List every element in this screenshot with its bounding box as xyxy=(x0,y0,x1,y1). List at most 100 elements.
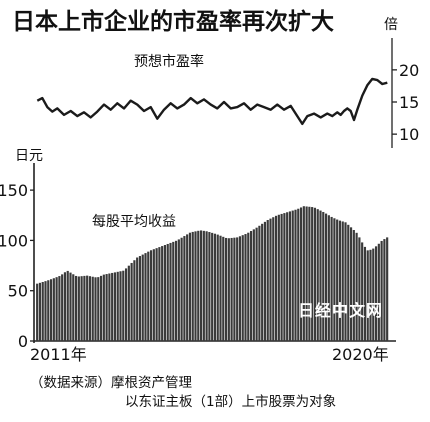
eps-bar xyxy=(238,236,242,341)
eps-bar xyxy=(108,273,111,341)
eps-bar xyxy=(327,215,330,341)
eps-bar xyxy=(97,277,100,341)
eps-bar xyxy=(319,210,322,341)
eps-bar xyxy=(141,254,144,341)
eps-bar xyxy=(219,235,222,341)
source-note-line1: （数据来源）摩根资产管理 xyxy=(30,374,192,391)
eps-bar xyxy=(286,212,289,341)
eps-bar xyxy=(102,274,105,341)
eps-bar xyxy=(261,223,264,341)
eps-bar xyxy=(41,281,44,341)
eps-bar xyxy=(194,231,197,341)
eps-bar xyxy=(188,232,192,341)
eps-bar xyxy=(358,237,361,341)
eps-bar xyxy=(330,216,333,341)
eps-bar-chart: 0 50 100 150 2011年 2020年 xyxy=(0,163,396,364)
eps-bar xyxy=(38,282,42,341)
eps-bar xyxy=(177,239,180,341)
eps-bar xyxy=(94,277,97,341)
eps-bar xyxy=(363,246,367,341)
eps-bar xyxy=(380,240,383,341)
eps-bar xyxy=(269,218,272,341)
watermark-logo: 日经中文网 xyxy=(298,301,383,320)
eps-bar xyxy=(202,230,205,341)
chart-title: 日本上市企业的市盈率再次扩大 xyxy=(12,8,334,35)
eps-tick-label: 0 xyxy=(18,332,28,351)
eps-bar xyxy=(333,218,336,341)
eps-bar xyxy=(361,242,364,341)
pe-tick-label: 10 xyxy=(399,125,419,144)
eps-bar xyxy=(377,243,380,341)
eps-bar xyxy=(347,224,350,341)
eps-bar xyxy=(224,237,228,341)
eps-bar xyxy=(77,276,80,341)
eps-bar xyxy=(136,257,139,341)
pe-tick-label: 20 xyxy=(399,61,419,80)
eps-bar xyxy=(258,225,261,341)
eps-bar xyxy=(252,229,255,341)
eps-bar xyxy=(344,222,347,341)
eps-bar xyxy=(80,276,83,341)
eps-bar xyxy=(111,272,114,341)
eps-bar xyxy=(266,220,269,341)
eps-bar xyxy=(155,248,158,341)
eps-bar xyxy=(374,246,378,341)
eps-bar xyxy=(305,206,308,341)
eps-bar xyxy=(213,233,217,341)
eps-bar xyxy=(180,237,183,341)
pe-tick-label: 15 xyxy=(399,93,419,112)
eps-bar xyxy=(63,272,67,341)
eps-bar xyxy=(280,213,283,341)
eps-bar xyxy=(105,274,108,341)
eps-bar xyxy=(69,272,72,341)
eps-bar xyxy=(222,236,225,341)
eps-bar xyxy=(122,270,125,341)
eps-bar xyxy=(230,237,233,341)
eps-bar xyxy=(61,274,64,341)
eps-bar xyxy=(55,277,58,341)
eps-bar xyxy=(277,214,280,341)
eps-bar xyxy=(36,283,39,341)
eps-bar xyxy=(199,230,203,341)
eps-bar xyxy=(49,279,53,341)
eps-bar xyxy=(349,227,353,341)
eps-x-tick-label: 2020年 xyxy=(332,345,389,364)
eps-bar xyxy=(99,275,103,341)
eps-bar xyxy=(324,213,328,341)
eps-bar xyxy=(372,248,375,341)
eps-bar xyxy=(291,210,294,341)
eps-bar xyxy=(369,249,372,341)
pe-unit-label: 倍 xyxy=(384,17,398,33)
eps-bar xyxy=(236,237,239,341)
eps-bar xyxy=(197,230,200,341)
eps-bar xyxy=(366,250,369,341)
eps-bar xyxy=(338,220,342,341)
eps-bar xyxy=(383,239,386,341)
eps-bar xyxy=(322,211,325,341)
eps-bar xyxy=(352,230,355,341)
eps-bar xyxy=(152,249,155,341)
eps-bar xyxy=(294,209,297,341)
eps-bar xyxy=(247,232,250,341)
eps-bar xyxy=(66,270,69,341)
eps-bar xyxy=(211,232,214,341)
eps-bar xyxy=(127,265,130,341)
eps-tick-label: 100 xyxy=(0,231,28,250)
eps-bar xyxy=(74,275,78,341)
eps-bar xyxy=(183,236,186,341)
eps-bar xyxy=(88,276,92,341)
eps-bar xyxy=(241,235,244,341)
eps-bar xyxy=(208,232,211,341)
eps-bar xyxy=(283,213,286,341)
source-note-line2: 以东证主板（1部）上市股票为对象 xyxy=(125,393,336,410)
eps-bar xyxy=(249,231,253,341)
eps-bar xyxy=(58,276,61,341)
eps-bar xyxy=(133,260,136,341)
eps-bar xyxy=(47,280,50,341)
eps-bar xyxy=(52,278,55,341)
eps-x-tick-label: 2011年 xyxy=(30,345,87,364)
eps-bar xyxy=(355,232,358,341)
eps-bar xyxy=(255,227,258,341)
eps-bar xyxy=(227,238,230,341)
eps-bar xyxy=(161,246,164,341)
